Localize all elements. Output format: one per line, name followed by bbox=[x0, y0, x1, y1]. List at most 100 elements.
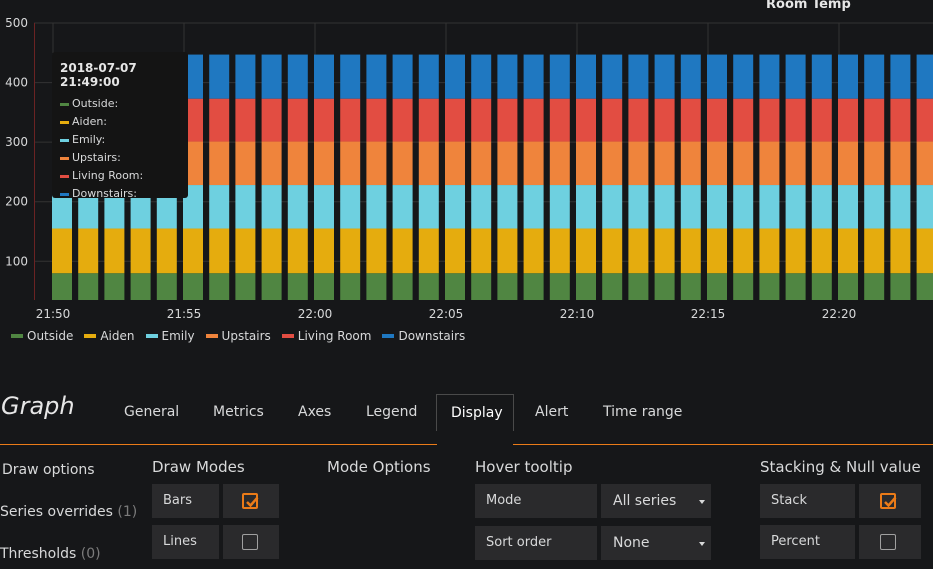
tab-alert[interactable]: Alert bbox=[535, 404, 569, 420]
bar-segment bbox=[680, 141, 701, 186]
bar-segment bbox=[209, 141, 230, 186]
bar-segment bbox=[366, 228, 387, 274]
bar-segment bbox=[759, 185, 780, 229]
bar-segment bbox=[733, 185, 754, 229]
chart-legend: Outside Aiden Emily Upstairs Living Room… bbox=[11, 329, 476, 343]
side-nav-series-overrides[interactable]: Series overrides (1) bbox=[0, 504, 138, 520]
bar-segment bbox=[785, 54, 806, 99]
tab-time-range[interactable]: Time range bbox=[603, 404, 683, 420]
bar-segment bbox=[261, 273, 282, 300]
stack-checkbox[interactable] bbox=[859, 484, 921, 518]
bar-segment bbox=[366, 98, 387, 142]
bar-segment bbox=[733, 141, 754, 186]
x-tick-label: 22:10 bbox=[560, 307, 595, 321]
bar-segment bbox=[602, 98, 623, 142]
bar-segment bbox=[838, 141, 858, 186]
bar-segment bbox=[418, 54, 439, 99]
bar-segment bbox=[366, 273, 387, 300]
tab-metrics[interactable]: Metrics bbox=[213, 404, 264, 420]
tab-general[interactable]: General bbox=[124, 404, 180, 420]
legend-item-emily[interactable]: Emily bbox=[145, 329, 195, 343]
bar-segment bbox=[366, 185, 387, 229]
living-room-swatch-icon bbox=[281, 334, 294, 338]
bar-segment bbox=[261, 185, 282, 229]
bar-segment bbox=[628, 185, 649, 229]
tooltip-row-outside: Outside: bbox=[60, 95, 188, 113]
bar-segment bbox=[523, 228, 544, 274]
bar-segment bbox=[602, 273, 623, 300]
bar-segment bbox=[209, 54, 230, 99]
bar-segment bbox=[287, 54, 308, 99]
bar-segment bbox=[104, 228, 125, 274]
outside-swatch-icon bbox=[60, 102, 69, 106]
bar-segment bbox=[549, 273, 570, 300]
bar-segment bbox=[654, 228, 675, 274]
tab-legend[interactable]: Legend bbox=[366, 404, 418, 420]
bars-checkbox[interactable] bbox=[223, 484, 279, 518]
stack-label: Stack bbox=[760, 484, 855, 518]
tab-display[interactable]: Display bbox=[436, 394, 514, 431]
legend-item-outside[interactable]: Outside bbox=[11, 329, 73, 343]
bar-segment bbox=[916, 141, 933, 186]
bar-segment bbox=[497, 185, 518, 229]
legend-item-downstairs[interactable]: Downstairs bbox=[382, 329, 465, 343]
bar-segment bbox=[680, 273, 701, 300]
bar-segment bbox=[759, 54, 780, 99]
side-nav-draw-options[interactable]: Draw options bbox=[2, 462, 95, 478]
percent-checkbox[interactable] bbox=[859, 525, 921, 559]
x-tick-label: 21:55 bbox=[167, 307, 202, 321]
tooltip-mode-select[interactable]: All series bbox=[601, 484, 711, 518]
bar-segment bbox=[602, 54, 623, 99]
emily-swatch-icon bbox=[60, 138, 69, 142]
bar-segment bbox=[445, 228, 465, 274]
bar-segment bbox=[680, 185, 701, 229]
legend-item-upstairs[interactable]: Upstairs bbox=[205, 329, 271, 343]
bar-segment bbox=[104, 273, 125, 300]
bar-segment bbox=[576, 141, 596, 186]
bar-segment bbox=[418, 273, 439, 300]
bar-segment bbox=[340, 141, 361, 186]
sort-order-select[interactable]: None bbox=[601, 526, 711, 560]
bar-segment bbox=[707, 185, 727, 229]
emily-swatch-icon bbox=[145, 334, 158, 338]
bar-segment bbox=[235, 54, 256, 99]
bar-segment bbox=[78, 228, 99, 274]
bar-segment bbox=[916, 185, 933, 229]
bar-segment bbox=[287, 228, 308, 274]
tooltip-row-upstairs: Upstairs: bbox=[60, 149, 188, 167]
bar-segment bbox=[235, 273, 256, 300]
lines-label: Lines bbox=[152, 525, 219, 559]
upstairs-swatch-icon bbox=[205, 334, 218, 338]
caret-down-icon bbox=[699, 542, 705, 546]
aiden-swatch-icon bbox=[60, 120, 69, 124]
panel-title[interactable]: Room Temp bbox=[766, 0, 851, 12]
bar-segment bbox=[916, 98, 933, 142]
outside-swatch-icon bbox=[11, 334, 23, 338]
bar-segment bbox=[471, 228, 492, 274]
bar-segment bbox=[576, 273, 596, 300]
y-tick-label: 400 bbox=[5, 76, 28, 90]
active-tab-gap bbox=[437, 444, 513, 445]
side-nav-thresholds[interactable]: Thresholds (0) bbox=[0, 546, 101, 562]
lines-checkbox[interactable] bbox=[223, 525, 279, 559]
bar-segment bbox=[890, 98, 911, 142]
bar-segment bbox=[471, 273, 492, 300]
bar-segment bbox=[680, 228, 701, 274]
bar-segment bbox=[445, 98, 465, 142]
bar-segment bbox=[156, 228, 177, 274]
legend-item-aiden[interactable]: Aiden bbox=[84, 329, 135, 343]
legend-item-living-room[interactable]: Living Room bbox=[281, 329, 371, 343]
bar-segment bbox=[707, 54, 727, 99]
bar-segment bbox=[864, 273, 885, 300]
bar-segment bbox=[811, 141, 832, 186]
bar-segment bbox=[340, 273, 361, 300]
bar-segment bbox=[418, 185, 439, 229]
bar-segment bbox=[235, 228, 256, 274]
bar-segment bbox=[209, 228, 230, 274]
bar-segment bbox=[183, 228, 203, 274]
tooltip-row-aiden: Aiden: bbox=[60, 113, 188, 131]
bar-segment bbox=[733, 54, 754, 99]
bar-segment bbox=[890, 54, 911, 99]
bar-segment bbox=[811, 228, 832, 274]
tab-axes[interactable]: Axes bbox=[298, 404, 332, 420]
